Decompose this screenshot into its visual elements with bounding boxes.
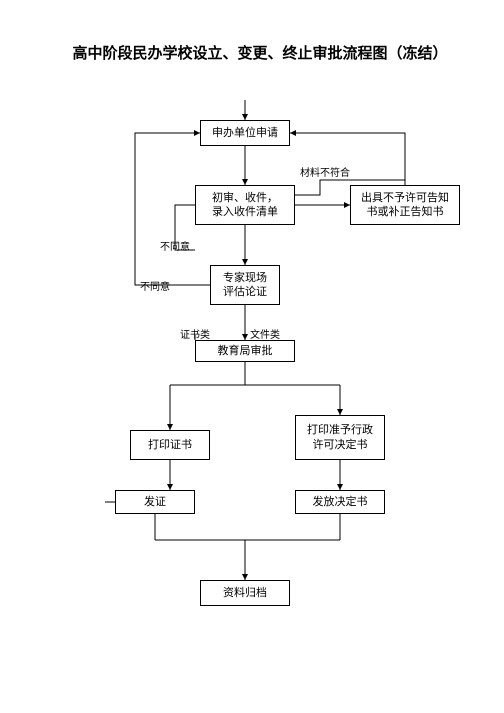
page-title: 高中阶段民办学校设立、变更、终止审批流程图（冻结） <box>60 42 460 63</box>
node-print-cert: 打印证书 <box>130 430 210 460</box>
node-archive: 资料归档 <box>200 580 290 606</box>
node-print-decision: 打印准予行政 许可决定书 <box>295 415 385 460</box>
node-apply: 申办单位申请 <box>200 120 290 146</box>
node-intake: 初审、收件， 录入收件清单 <box>195 185 295 225</box>
node-notice: 出具不予许可告知 书或补正告知书 <box>350 185 460 225</box>
label-material-fail: 材料不符合 <box>300 164 350 179</box>
node-review: 教育局审批 <box>195 340 295 362</box>
label-doc-type: 文件类 <box>250 326 280 341</box>
label-disagree-2: 不同意 <box>140 278 170 293</box>
node-issue-decision: 发放决定书 <box>295 490 385 514</box>
node-issue-cert: 发证 <box>115 490 195 514</box>
label-disagree-1: 不同意 <box>160 238 190 253</box>
node-expert: 专家现场 评估论证 <box>210 265 280 305</box>
label-cert-type: 证书类 <box>180 326 210 341</box>
